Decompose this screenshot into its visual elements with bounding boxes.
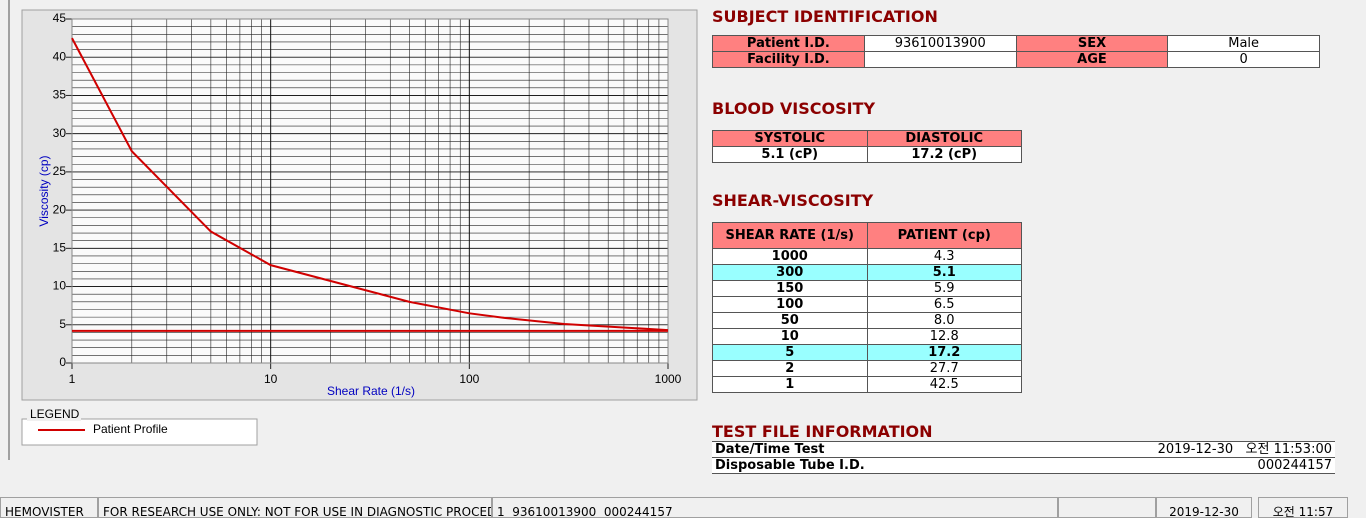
shear-rate: 2 — [712, 360, 868, 377]
chart: LEGEND Shear Rate (1/s) Viscosity (cp) 0… — [8, 0, 698, 460]
y-tick-label: 5 — [59, 317, 66, 331]
field-label: Disposable Tube I.D. — [712, 457, 1024, 474]
table-row: Disposable Tube I.D. 000244157 — [712, 457, 1335, 474]
patient-value: 6.5 — [866, 296, 1022, 313]
y-tick-label: 40 — [53, 49, 67, 63]
y-tick-label: 35 — [53, 88, 67, 102]
cell: 5.1 (cP) — [712, 146, 868, 163]
x-tick-label: 1000 — [655, 372, 682, 386]
status-cell: 1 93610013900 000244157 — [492, 497, 1058, 518]
shear-rate: 1000 — [712, 248, 868, 265]
field-value: Male — [1167, 35, 1320, 52]
shear-rate: 10 — [712, 328, 868, 345]
status-cell — [1058, 497, 1156, 518]
section-title: SUBJECT IDENTIFICATION — [712, 7, 938, 26]
legend-title-bg — [27, 409, 81, 421]
status-cell: HEMOVISTER — [0, 497, 98, 518]
plot-area — [72, 19, 668, 363]
table-row: 5.1 (cP) 17.2 (cP) — [712, 146, 1022, 163]
y-tick-label: 15 — [53, 241, 67, 255]
table-row: 150 5.9 — [712, 280, 1022, 297]
left-edge — [8, 0, 10, 460]
field-label: AGE — [1015, 51, 1169, 68]
table-row: 300 5.1 — [712, 264, 1022, 281]
section-title: SHEAR-VISCOSITY — [712, 191, 874, 210]
x-tick-label: 1 — [69, 372, 76, 386]
patient-value: 8.0 — [866, 312, 1022, 329]
patient-value: 17.2 — [866, 344, 1022, 361]
table-row: 5 17.2 — [712, 344, 1022, 361]
patient-value: 42.5 — [866, 376, 1022, 393]
data-line — [71, 37, 669, 332]
column-header: PATIENT (cp) — [866, 222, 1022, 249]
shear-rate: 100 — [712, 296, 868, 313]
y-tick-label: 25 — [53, 164, 67, 178]
status-cell: 오전 11:57 — [1258, 497, 1348, 518]
column-header: SHEAR RATE (1/s) — [712, 222, 868, 249]
y-axis-label: Viscosity (cp) — [37, 155, 51, 226]
table-row: SYSTOLIC DIASTOLIC — [712, 130, 1022, 147]
y-tick-label: 30 — [53, 126, 67, 140]
field-label: SEX — [1015, 35, 1169, 52]
field-value — [863, 51, 1017, 68]
test-file-table: Date/Time Test 2019-12-30 오전 11:53:00 Disp… — [712, 441, 1335, 474]
column-header: SYSTOLIC — [712, 130, 868, 147]
patient-value: 12.8 — [866, 328, 1022, 345]
table-row: Date/Time Test 2019-12-30 오전 11:53:00 — [712, 441, 1335, 458]
x-axis-label: Shear Rate (1/s) — [327, 384, 415, 398]
section-title: BLOOD VISCOSITY — [712, 99, 876, 118]
patient-value: 5.1 — [866, 264, 1022, 281]
field-value: 0 — [1167, 51, 1320, 68]
shear-rate: 150 — [712, 280, 868, 297]
field-value: 93610013900 — [863, 35, 1017, 52]
table-row: 2 27.7 — [712, 360, 1022, 377]
patient-value: 5.9 — [866, 280, 1022, 297]
y-tick-label: 20 — [53, 202, 67, 216]
shear-rate: 50 — [712, 312, 868, 329]
shear-viscosity-table: SHEAR RATE (1/s) PATIENT (cp) 1000 4.3 300 5.… — [712, 222, 1022, 393]
table-row: Patient I.D. 93610013900 SEX Male — [712, 35, 1320, 52]
column-header: DIASTOLIC — [866, 130, 1022, 147]
x-tick-label: 100 — [459, 372, 479, 386]
cell: 17.2 (cP) — [866, 146, 1022, 163]
subject-table: Patient I.D. 93610013900 SEX Male Facility I… — [712, 35, 1320, 68]
status-cell: 2019-12-30 — [1156, 497, 1252, 518]
table-row: 1000 4.3 — [712, 248, 1022, 265]
status-bar: HEMOVISTER FOR RESEARCH USE ONLY: NOT FOR… — [0, 497, 1366, 518]
y-tick-label: 45 — [53, 11, 67, 25]
table-row: SHEAR RATE (1/s) PATIENT (cp) — [712, 222, 1022, 249]
patient-value: 27.7 — [866, 360, 1022, 377]
patient-value: 4.3 — [866, 248, 1022, 265]
field-label: Date/Time Test — [712, 441, 1024, 458]
y-tick-label: 0 — [59, 355, 66, 369]
table-row: Facility I.D. AGE 0 — [712, 51, 1320, 68]
legend-title: LEGEND — [30, 407, 80, 421]
x-tick-label: 10 — [264, 372, 278, 386]
table-row: 100 6.5 — [712, 296, 1022, 313]
y-tick-label: 10 — [53, 279, 67, 293]
shear-rate: 300 — [712, 264, 868, 281]
legend-entry: Patient Profile — [93, 422, 168, 436]
section-title: TEST FILE INFORMATION — [712, 422, 933, 441]
blood-viscosity-table: SYSTOLIC DIASTOLIC 5.1 (cP) 17.2 (cP) — [712, 130, 1022, 163]
table-row: 1 42.5 — [712, 376, 1022, 393]
legend-box — [21, 418, 258, 446]
shear-rate: 1 — [712, 376, 868, 393]
field-label: Facility I.D. — [712, 51, 865, 68]
table-row: 50 8.0 — [712, 312, 1022, 329]
shear-rate: 5 — [712, 344, 868, 361]
field-value: 2019-12-30 오전 11:53:00 — [1023, 441, 1335, 458]
plot-frame — [71, 18, 669, 364]
field-label: Patient I.D. — [712, 35, 865, 52]
table-row: 10 12.8 — [712, 328, 1022, 345]
field-value: 000244157 — [1023, 457, 1335, 474]
status-cell: FOR RESEARCH USE ONLY: NOT FOR USE IN DI… — [98, 497, 492, 518]
